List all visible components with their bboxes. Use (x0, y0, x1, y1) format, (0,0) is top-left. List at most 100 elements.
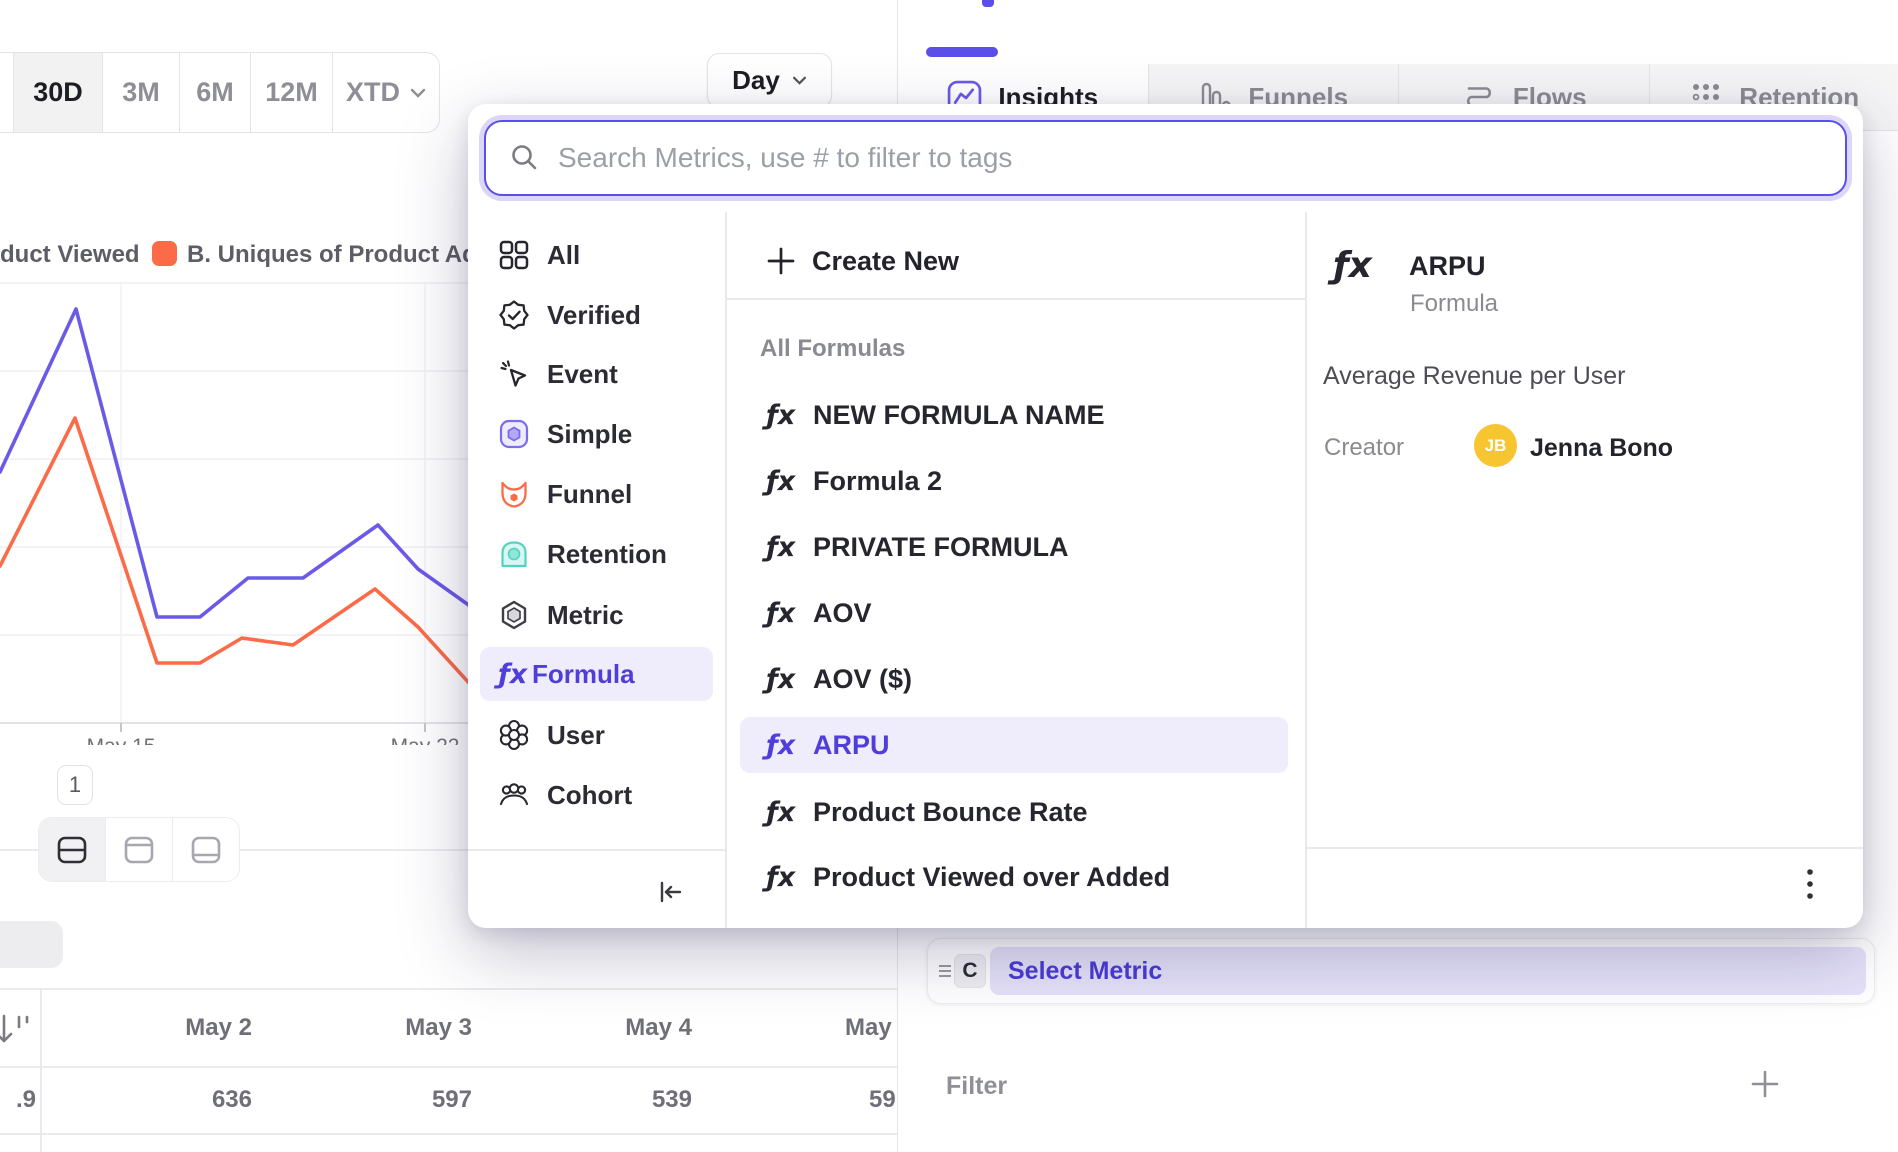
formula-item[interactable]: ƒx AOV (740, 585, 1288, 641)
sidebar-item-label: Verified (547, 299, 641, 330)
legend-swatch-b (152, 241, 177, 266)
formula-fx-icon-large: ƒx (1333, 245, 1372, 286)
series-b-line[interactable] (0, 416, 470, 686)
sidebar-item-all[interactable]: All (480, 228, 713, 282)
time-range-6m[interactable]: 6M (179, 53, 250, 132)
legend-item-b[interactable]: B. Uniques of Product Add (187, 241, 492, 268)
table-cell: 539 (651, 1086, 692, 1113)
formula-item-selected[interactable]: ƒx ARPU (740, 717, 1288, 773)
search-box (484, 120, 1847, 196)
clipped-chip[interactable] (0, 921, 63, 968)
divider (1305, 212, 1307, 928)
metric-row-card: C Select Metric (927, 938, 1875, 1004)
create-new-label: Create New (812, 245, 960, 276)
table-border (0, 988, 897, 990)
retention-icon (501, 541, 527, 568)
time-range-30d[interactable]: 30D (13, 53, 102, 132)
layout-split-button[interactable] (39, 818, 105, 881)
active-tab-indicator (926, 47, 998, 57)
legend-item-a[interactable]: duct Viewed (0, 241, 140, 268)
formula-name: AOV (813, 597, 872, 628)
grid-icon (499, 240, 529, 270)
layout-bottom-button[interactable] (172, 818, 239, 881)
simple-icon (499, 419, 529, 449)
sidebar-item-label: Funnel (547, 478, 633, 509)
funnel-icon (501, 481, 527, 508)
sort-icon[interactable] (0, 1012, 32, 1046)
table-header[interactable]: May (845, 1014, 892, 1041)
fx-icon: ƒx (766, 465, 796, 497)
sidebar-item-label: Retention (547, 538, 667, 569)
formula-item[interactable]: ƒx AOV ($) (740, 651, 1288, 707)
clipped-toolbar-mark (982, 0, 994, 7)
sidebar-item-user[interactable]: User (480, 708, 713, 762)
time-range-group: 30D 3M 6M 12M XTD (0, 52, 440, 133)
page-indicator[interactable]: 1 (57, 765, 93, 805)
sidebar-item-event[interactable]: Event (480, 347, 713, 401)
divider (0, 849, 38, 851)
formula-item[interactable]: ƒx Product Bounce Rate (740, 784, 1288, 840)
sidebar-item-retention[interactable]: Retention (480, 527, 713, 581)
sidebar-item-label: Formula (532, 658, 635, 689)
section-header: All Formulas (760, 335, 906, 362)
sidebar-item-simple[interactable]: Simple (480, 407, 713, 461)
gridlines (0, 282, 470, 732)
creator-name: Jenna Bono (1530, 434, 1674, 462)
create-new-button[interactable]: Create New (740, 235, 1288, 287)
sidebar-item-cohort[interactable]: Cohort (480, 768, 713, 822)
search-icon (512, 145, 537, 170)
cohort-group-icon (499, 783, 529, 806)
drag-handle-icon[interactable] (936, 959, 954, 983)
formula-name: NEW FORMULA NAME (813, 399, 1105, 430)
sidebar-item-label: Cohort (547, 779, 633, 810)
sidebar-item-metric[interactable]: Metric (480, 588, 713, 642)
table-border (0, 1066, 897, 1068)
formula-item[interactable]: ƒx PRIVATE FORMULA (740, 519, 1288, 575)
kebab-menu-button[interactable] (1802, 864, 1818, 906)
search-input[interactable] (556, 141, 1845, 175)
add-filter-button[interactable] (1749, 1068, 1781, 1100)
formula-item[interactable]: ƒx Formula 2 (740, 453, 1288, 509)
event-click-icon (500, 360, 527, 387)
filter-label: Filter (946, 1072, 1008, 1100)
time-range-12m[interactable]: 12M (250, 53, 332, 132)
formula-fx-icon: ƒx (498, 658, 528, 690)
interval-dropdown[interactable]: Day (707, 53, 832, 108)
table-header[interactable]: May 3 (405, 1014, 472, 1041)
plus-icon (767, 247, 795, 275)
formula-item[interactable]: ƒx Product Viewed over Added (740, 849, 1288, 905)
layout-top-button[interactable] (105, 818, 172, 881)
detail-title: ARPU (1409, 251, 1486, 281)
line-chart: May 15 May 22 (0, 282, 470, 745)
select-metric-button[interactable]: Select Metric (990, 947, 1866, 995)
table-border (0, 1133, 897, 1135)
sidebar-item-formula[interactable]: ƒx Formula (480, 647, 713, 701)
layout-split-icon (57, 836, 87, 863)
select-metric-label: Select Metric (1008, 956, 1163, 985)
formula-item[interactable]: ƒx NEW FORMULA NAME (740, 387, 1288, 443)
collapse-sidebar-button[interactable] (656, 878, 684, 906)
formula-name: Product Viewed over Added (813, 861, 1171, 892)
divider (1305, 847, 1863, 849)
table-cell: 597 (431, 1086, 472, 1113)
series-a-line[interactable] (0, 307, 470, 619)
fx-icon: ƒx (766, 796, 796, 828)
sidebar-item-funnel[interactable]: Funnel (480, 467, 713, 521)
sidebar-item-label: Event (547, 358, 618, 389)
fx-icon: ƒx (766, 399, 796, 431)
metric-letter-badge: C (954, 954, 986, 988)
fx-icon: ƒx (766, 861, 796, 893)
table-header[interactable]: May 4 (625, 1014, 692, 1041)
divider (468, 849, 725, 851)
table-header[interactable]: May 2 (185, 1014, 252, 1041)
time-range-clipped[interactable] (0, 53, 13, 132)
x-tick-may22: May 22 (391, 735, 460, 745)
detail-type: Formula (1410, 290, 1499, 317)
layout-top-icon (124, 836, 154, 863)
metric-hexagon-icon (501, 600, 527, 630)
time-range-3m[interactable]: 3M (102, 53, 179, 132)
time-range-xtd[interactable]: XTD (332, 53, 439, 132)
sidebar-item-verified[interactable]: Verified (480, 288, 713, 342)
creator-label: Creator (1324, 434, 1405, 461)
